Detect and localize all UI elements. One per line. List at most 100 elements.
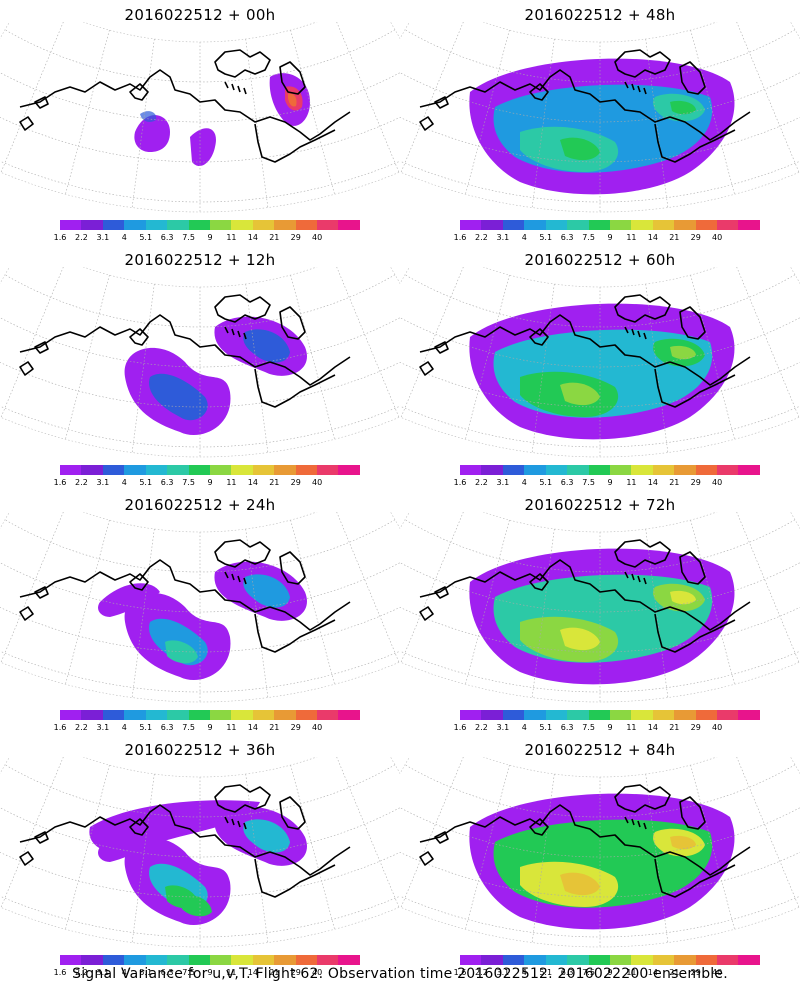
forecast-panel-12: 2016022512 + 12h 1.6 2.2 3.1 4 5.1 6.3 7.5 9 11 14… [0,245,400,490]
colorbar-swatch [188,220,210,230]
colorbar-tick-label: 14 [247,233,258,242]
colorbar-swatch [460,710,482,720]
colorbar-swatch [317,220,339,230]
colorbar-tick-label: 4 [121,478,127,487]
colorbar-tick-label: 7.5 [582,478,595,487]
colorbar-swatch [567,220,589,230]
lat-lon-grid [0,267,400,457]
colorbar-swatch [81,710,103,720]
colorbar-tick-label: 40 [712,478,723,487]
colorbar-swatch [188,710,210,720]
colorbar-swatch [81,220,103,230]
colorbar-swatch [167,710,189,720]
colorbar-tick-label: 3.1 [96,723,110,732]
colorbar-tick-label: 5.1 [139,723,153,732]
colorbar-tick-label: 21 [669,478,680,487]
colorbar-swatch [274,710,296,720]
colorbar-tick-label: 3.1 [496,723,510,732]
colorbar-swatch [81,955,103,965]
colorbar-tick-label: 11 [226,478,237,487]
colorbar-swatch [338,465,360,475]
colorbar-swatch [60,220,82,230]
colorbar-tick-label: 6.3 [560,478,574,487]
colorbar-tick-label: 6.3 [160,723,174,732]
colorbar-tick-label: 2.2 [75,968,88,977]
colorbar-swatch [481,220,503,230]
colorbar-tick-label: 5.1 [139,233,153,242]
colorbar-swatch [60,710,82,720]
colorbar-tick-label: 21 [269,478,280,487]
colorbar-tick-label: 21 [669,968,680,977]
colorbar-tick-label: 7.5 [182,723,195,732]
colorbar-swatch [167,465,189,475]
colorbar-tick-label: 29 [290,478,301,487]
lat-lon-grid [400,757,800,947]
colorbar-swatch [609,465,632,475]
coastline [19,49,351,163]
colorbar-tick-label: 5.1 [139,478,153,487]
colorbar-tick-label: 3.1 [496,233,510,242]
colorbar-tick-label: 2.2 [75,233,88,242]
panel-title: 2016022512 + 12h [124,251,276,269]
coastline [419,294,751,408]
colorbar-swatch [481,465,503,475]
colorbar-swatch [102,220,125,230]
colorbar-swatch [717,465,739,475]
colorbar-tick-label: 3.1 [496,968,510,977]
figure-caption: Signal Variance for u,v,T. Flight 62. Ob… [72,966,728,982]
colorbar-swatch [738,465,760,475]
forecast-panel-84: 2016022512 + 84h 1.6 2.2 3.1 4 5.1 6.3 7.5 9 11 14… [400,735,800,980]
polar-map [400,512,800,703]
colorbar-swatch [317,465,339,475]
colorbar-swatch [338,220,360,230]
colorbar-tick-label: 14 [647,968,658,977]
colorbar-swatch [295,220,318,230]
colorbar-tick-label: 4 [521,723,527,732]
colorbar-tick-label: 6.3 [160,968,174,977]
colorbar-tick-label: 14 [647,723,658,732]
colorbar-swatch [545,955,568,965]
colorbar-swatch [167,955,189,965]
colorbar-swatch [167,220,189,230]
colorbar-tick-label: 9 [207,968,213,977]
colorbar-tick-label: 9 [207,723,213,732]
polar-map [0,512,400,703]
colorbar-swatch [231,710,253,720]
colorbar-swatch [252,955,275,965]
colorbar-swatch [209,955,232,965]
panel-title: 2016022512 + 84h [524,741,676,759]
colorbar-swatch [145,955,168,965]
colorbar-tick-label: 9 [607,233,613,242]
colorbar-swatch [188,955,210,965]
colorbar-swatch [545,710,568,720]
colorbar-tick-label: 9 [607,968,613,977]
coastline [19,539,351,653]
colorbar-swatch [338,710,360,720]
colorbar-swatch [652,955,675,965]
colorbar-tick-label: 7.5 [182,968,195,977]
colorbar-swatch [295,955,318,965]
forecast-panel-24: 2016022512 + 24h 1.6 2.2 3.1 4 5.1 6.3 7.5 9 11 14… [0,490,400,735]
colorbar-tick-label: 1.6 [453,968,467,977]
colorbar-swatch [60,955,82,965]
colorbar-swatch [102,955,125,965]
panel-title: 2016022512 + 24h [124,496,276,514]
colorbar-labels: 1.6 2.2 3.1 4 5.1 6.3 7.5 9 11 14 21 29 40 [454,968,760,978]
colorbar-tick-label: 3.1 [496,478,510,487]
colorbar-swatch [524,955,546,965]
colorbar-swatch [145,465,168,475]
colorbar-tick-label: 3.1 [96,968,110,977]
colorbar-labels: 1.6 2.2 3.1 4 5.1 6.3 7.5 9 11 14 21 29 40 [454,478,760,488]
colorbar-tick-label: 9 [207,233,213,242]
colorbar-tick-label: 1.6 [453,723,467,732]
colorbar-swatch [145,220,168,230]
colorbar-tick-label: 11 [626,478,637,487]
forecast-panel-72: 2016022512 + 72h 1.6 2.2 3.1 4 5.1 6.3 7.5 9 11 14… [400,490,800,735]
colorbar-tick-label: 6.3 [160,233,174,242]
colorbar-tick-label: 40 [312,723,323,732]
colorbar-tick-label: 14 [247,723,258,732]
forecast-panel-36: 2016022512 + 36h 1.6 2.2 3.1 4 5.1 6.3 7.5 9 11 14… [0,735,400,980]
colorbar-swatch [609,710,632,720]
colorbar-swatch [102,465,125,475]
colorbar-tick-label: 29 [290,968,301,977]
